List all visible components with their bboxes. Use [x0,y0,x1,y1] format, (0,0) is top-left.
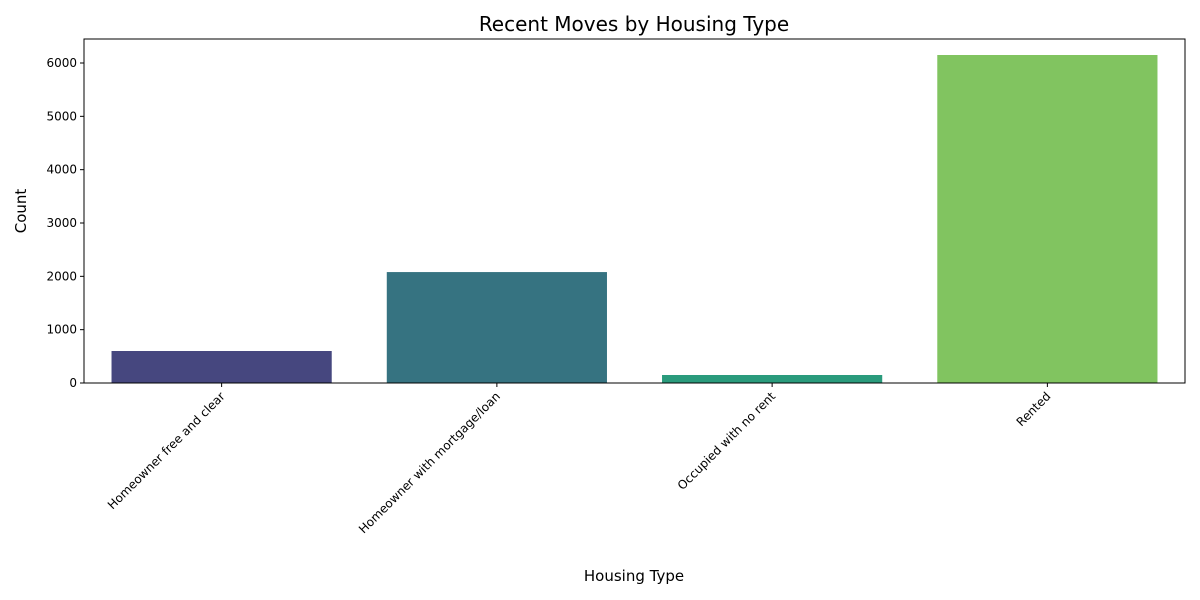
y-tick-label: 4000 [46,163,77,177]
bars-group [111,55,1158,383]
chart-title: Recent Moves by Housing Type [479,12,789,36]
bar-1 [386,272,607,383]
x-axis-label: Housing Type [584,567,684,585]
y-tick-label: 2000 [46,269,77,283]
y-axis: 0 1000 2000 3000 4000 5000 6000 [46,56,84,390]
bar-2 [662,375,883,383]
x-tick-label: Homeowner with mortgage/loan [356,389,503,536]
y-tick-label: 5000 [46,109,77,123]
bar-0 [111,351,332,383]
y-tick-label: 3000 [46,216,77,230]
x-tick-label: Rented [1014,389,1054,429]
y-tick-label: 1000 [46,323,77,337]
x-tick-label: Homeowner free and clear [105,389,228,512]
y-axis-label: Count [12,189,30,234]
x-axis: Homeowner free and clear Homeowner with m… [105,383,1054,536]
y-tick-label: 0 [69,376,77,390]
y-tick-label: 6000 [46,56,77,70]
bar-3 [937,55,1158,383]
plot-frame [83,38,1186,384]
x-tick-label: Occupied with no rent [675,389,779,493]
